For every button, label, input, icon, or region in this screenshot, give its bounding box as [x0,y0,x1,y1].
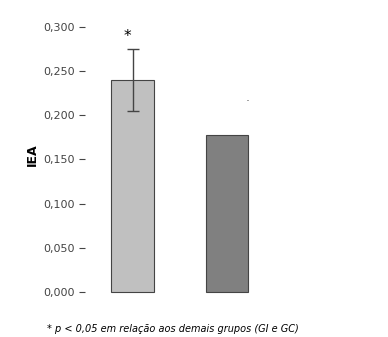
Text: *: * [123,29,131,43]
Bar [206,135,248,292]
Y-axis label: IEA: IEA [26,144,39,166]
Bar [111,80,154,292]
Text: .: . [246,91,250,104]
Text: * p < 0,05 em relação aos demais grupos (GI e GC): * p < 0,05 em relação aos demais grupos … [47,324,298,334]
